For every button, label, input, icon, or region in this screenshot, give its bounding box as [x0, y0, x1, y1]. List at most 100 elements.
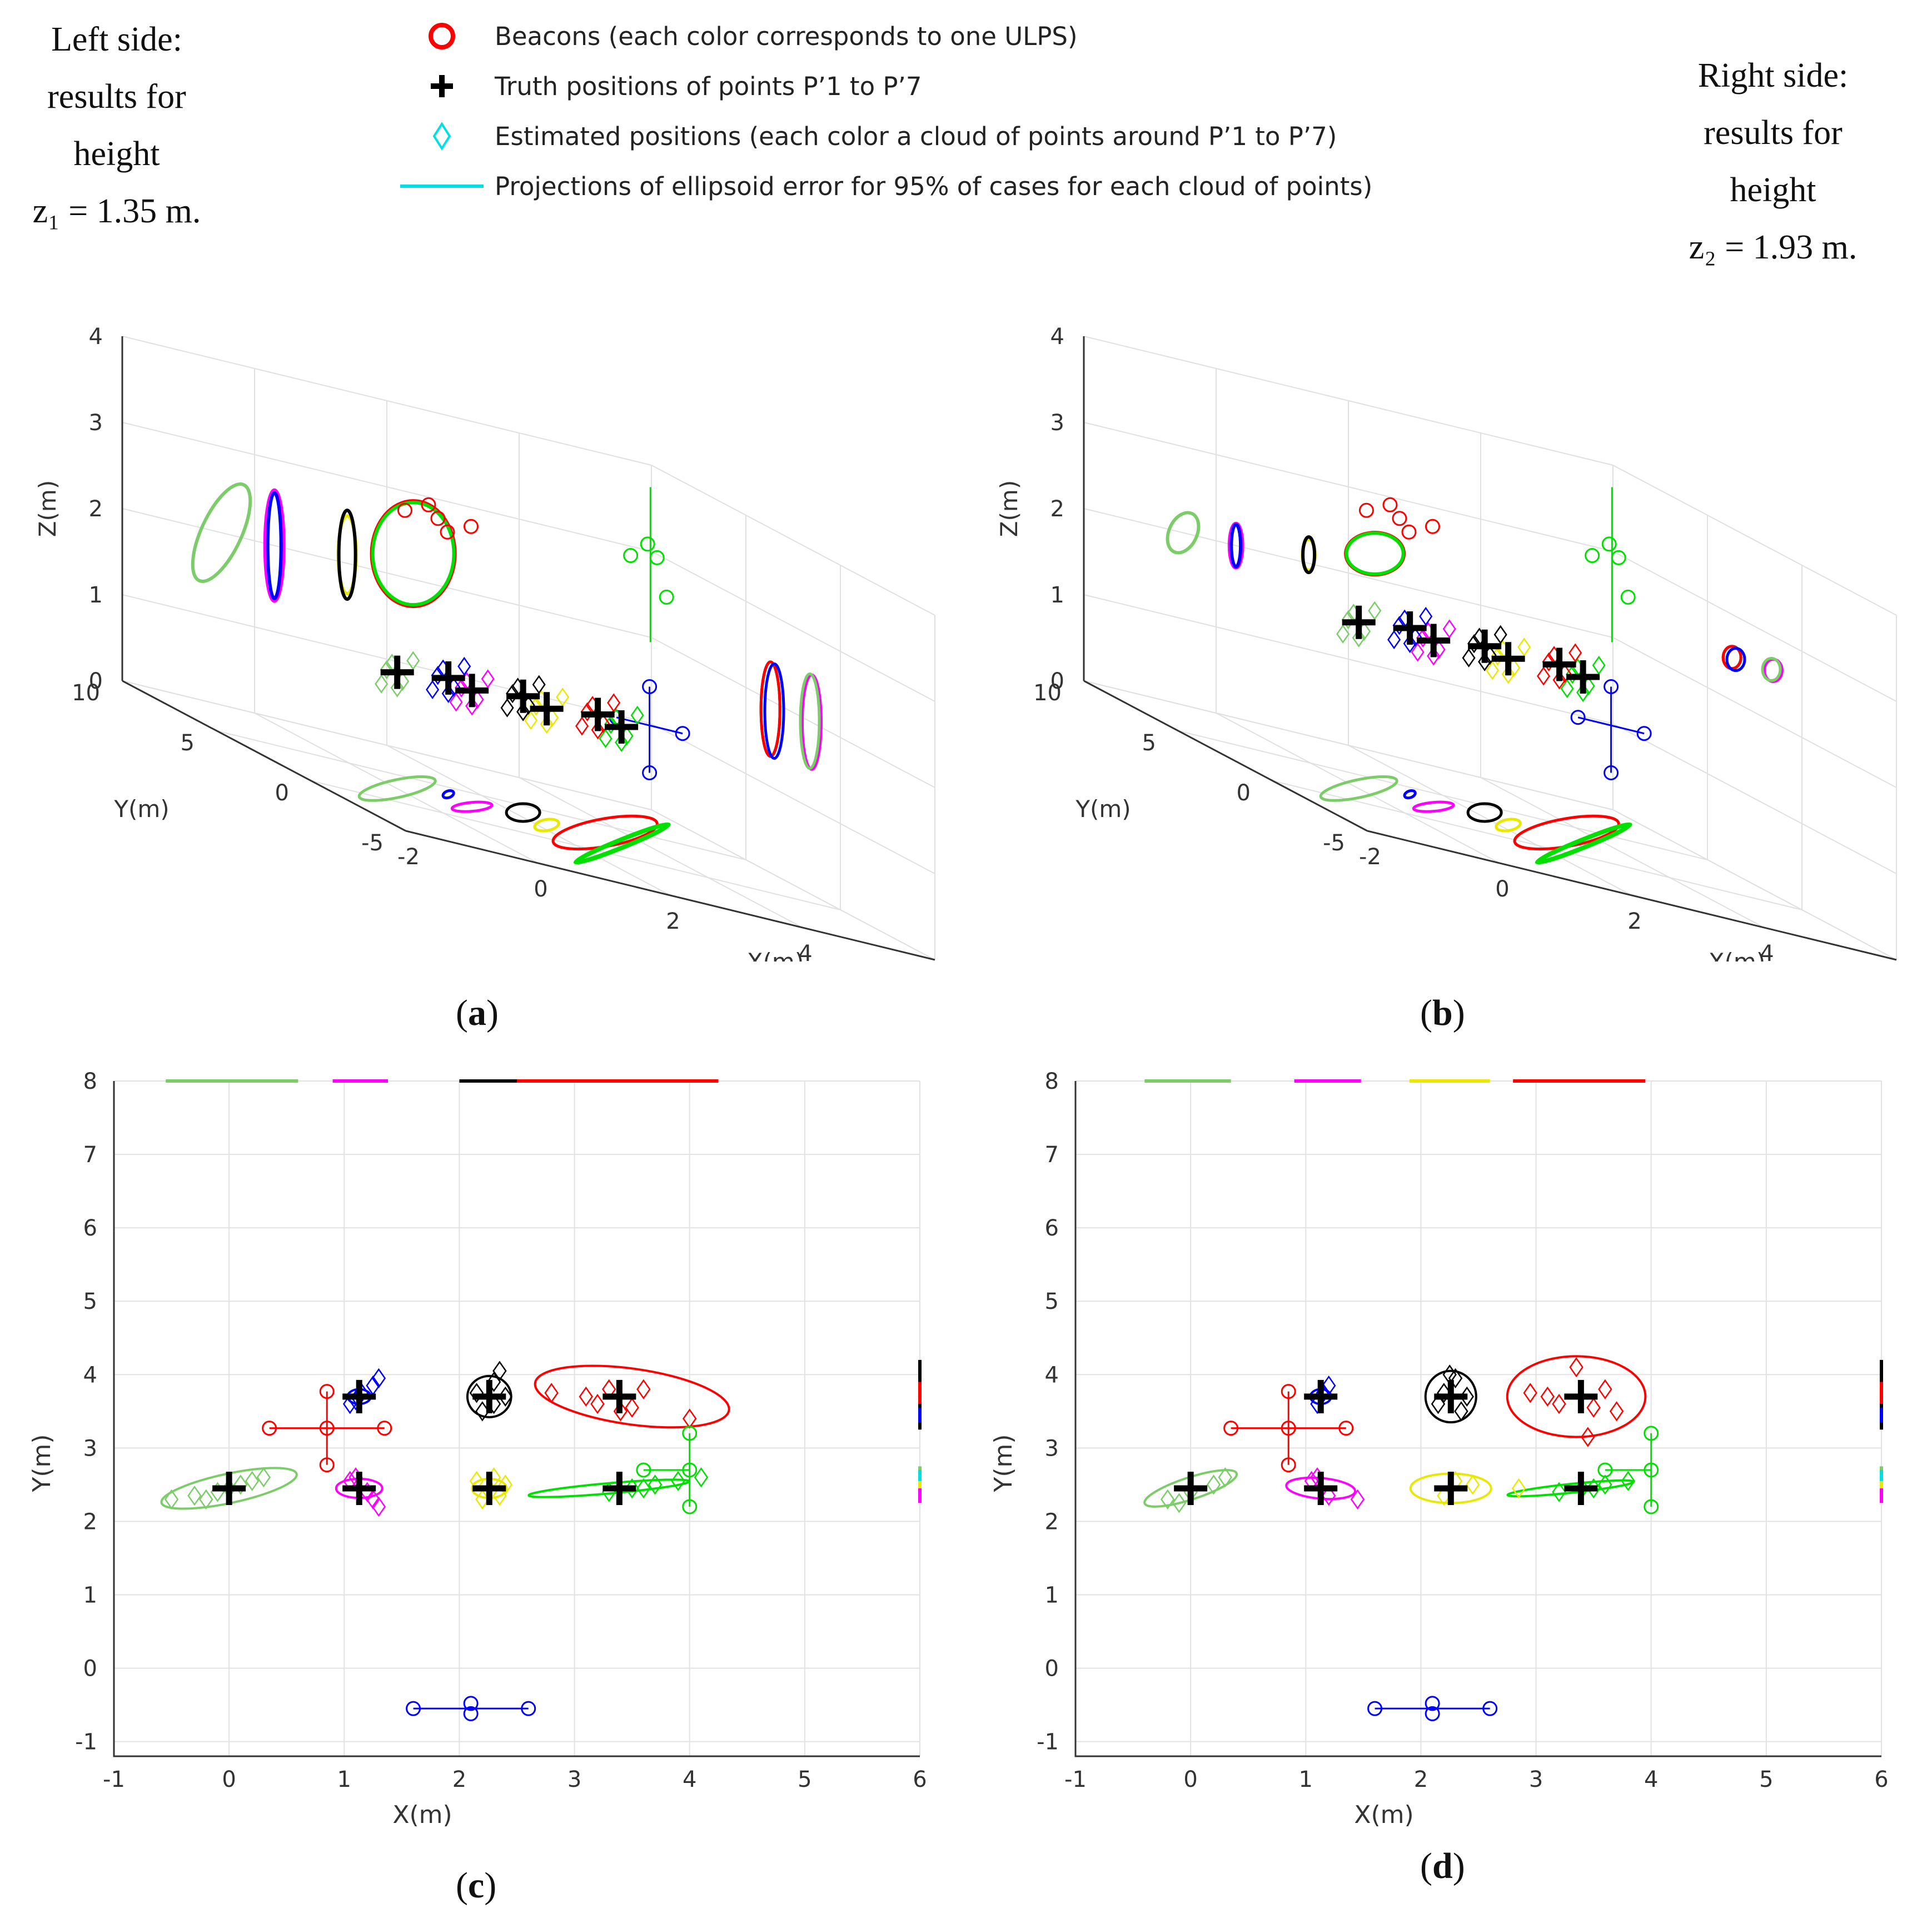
- y-tick-label: 3: [83, 1436, 97, 1461]
- x-tick-label: 3: [567, 1767, 581, 1792]
- x-tick-label: 6: [913, 1767, 927, 1792]
- grid-line: [122, 336, 652, 466]
- grid-line: [1612, 551, 1897, 702]
- y-tick-label: 0: [83, 1656, 97, 1682]
- x-tick-label: 4: [798, 941, 812, 961]
- estimated-point: [625, 1397, 639, 1418]
- estimated-point: [449, 693, 463, 712]
- left-note-line-2: results for: [47, 78, 186, 116]
- legend-label: Projections of ellipsoid error for 95% o…: [495, 171, 1373, 201]
- y-tick-label: 5: [1045, 1289, 1059, 1314]
- truth-point: [1174, 1471, 1208, 1505]
- truth-point: [1417, 624, 1451, 657]
- z-tick-label: 3: [89, 410, 103, 436]
- truth-point: [605, 710, 639, 744]
- floor-projection-ellipse: [450, 800, 494, 813]
- y-tick-label: -1: [1037, 1730, 1059, 1755]
- truth-point: [342, 1471, 376, 1505]
- estimated-point: [1501, 665, 1515, 684]
- z-tick-label: 1: [89, 582, 103, 608]
- y-tick-label: 3: [1045, 1436, 1059, 1461]
- estimated-point: [380, 660, 394, 680]
- y-tick-label: 0: [1237, 780, 1251, 806]
- legend-label: Truth positions of points P’1 to P’7: [495, 71, 922, 101]
- estimated-point: [556, 687, 570, 707]
- beacon-marker: [1636, 726, 1652, 741]
- estimated-point: [1609, 1401, 1624, 1422]
- beacon-marker: [1338, 1421, 1354, 1436]
- estimated-point: [636, 1478, 651, 1499]
- beacon-marker: [1281, 1457, 1296, 1473]
- beacon-marker: [1644, 1499, 1659, 1514]
- y-axis-line: [122, 680, 406, 832]
- y-tick-label: 0: [1045, 1656, 1059, 1682]
- grid-line: [122, 594, 652, 724]
- estimated-point: [671, 1471, 685, 1491]
- truth-point: [1564, 1471, 1598, 1505]
- y-tick-label: 8: [83, 1069, 97, 1094]
- estimated-point: [486, 1372, 501, 1392]
- estimated-point: [599, 729, 613, 749]
- beacon-marker: [1620, 589, 1636, 605]
- floor-projection-ellipse: [1495, 818, 1522, 833]
- x-tick-label: -1: [103, 1767, 125, 1792]
- y-tick-label: -1: [75, 1730, 97, 1755]
- beacon-marker: [659, 589, 674, 605]
- x-tick-label: 6: [1874, 1767, 1888, 1792]
- estimated-point: [1569, 1357, 1584, 1378]
- wall-projection-ellipse: [191, 482, 252, 583]
- estimated-point: [1172, 1493, 1187, 1513]
- y-tick-label: 5: [83, 1289, 97, 1314]
- truth-point: [1491, 642, 1525, 676]
- truth-point: [380, 655, 414, 689]
- estimated-point: [1465, 1474, 1480, 1495]
- beacon-marker: [1604, 679, 1619, 694]
- chart-panel-c: -1 0 1 2 3 4 5 6 -1 0 1 2 3 4 5 6 7 8 X(m) Y(m): [28, 1069, 927, 1829]
- x-tick-label: 2: [1414, 1767, 1428, 1792]
- y-tick-label: 4: [1045, 1362, 1059, 1388]
- y-tick-label: 1: [83, 1582, 97, 1608]
- truth-point: [1393, 611, 1427, 645]
- estimated-point: [1598, 1379, 1612, 1399]
- beacon-marker: [636, 1462, 651, 1478]
- estimated-point: [1517, 637, 1531, 657]
- x-tick-label: 1: [1299, 1767, 1313, 1792]
- left-note-line-1: Left side:: [51, 21, 182, 58]
- x-tick-label: 4: [1760, 941, 1774, 961]
- estimated-point: [1537, 666, 1551, 686]
- y-tick-label: 2: [83, 1509, 97, 1535]
- y-tick-label: -5: [1323, 830, 1345, 856]
- estimated-point: [591, 720, 605, 740]
- beacon-marker: [1382, 497, 1398, 512]
- y-axis-line: [1083, 680, 1368, 832]
- grid-line: [1612, 809, 1897, 960]
- z-tick-label: 0: [89, 669, 103, 694]
- black-plus-marker-icon: [431, 75, 453, 97]
- side-projection-ellipse: [763, 662, 785, 760]
- estimated-point: [506, 684, 520, 704]
- grid-line: [1083, 422, 1614, 552]
- grid-line: [651, 637, 935, 788]
- estimated-point: [492, 1485, 507, 1506]
- x-axis-line: [1367, 830, 1897, 961]
- error-ellipse: [1424, 1369, 1477, 1424]
- estimated-point: [1540, 1386, 1555, 1407]
- beacon-marker: [1281, 1421, 1296, 1436]
- grid-line: [651, 551, 935, 702]
- panel-label-a: (a): [456, 993, 499, 1033]
- truth-point: [602, 1379, 636, 1413]
- truth-point: [1304, 1471, 1338, 1505]
- right-note-line-3: height: [1730, 171, 1816, 209]
- beacon-marker: [430, 511, 446, 526]
- grid-line: [1083, 594, 1614, 724]
- estimated-point: [615, 733, 629, 753]
- grid-line: [651, 465, 935, 616]
- wall-projection-ellipse: [1229, 522, 1243, 569]
- legend-label: Estimated positions (each color a cloud …: [495, 121, 1337, 151]
- grid-line: [1612, 465, 1897, 616]
- wall-projection-ellipse: [1301, 535, 1317, 575]
- beacon-marker: [1570, 710, 1586, 725]
- beacon-marker: [319, 1421, 335, 1436]
- grid-line: [519, 777, 803, 928]
